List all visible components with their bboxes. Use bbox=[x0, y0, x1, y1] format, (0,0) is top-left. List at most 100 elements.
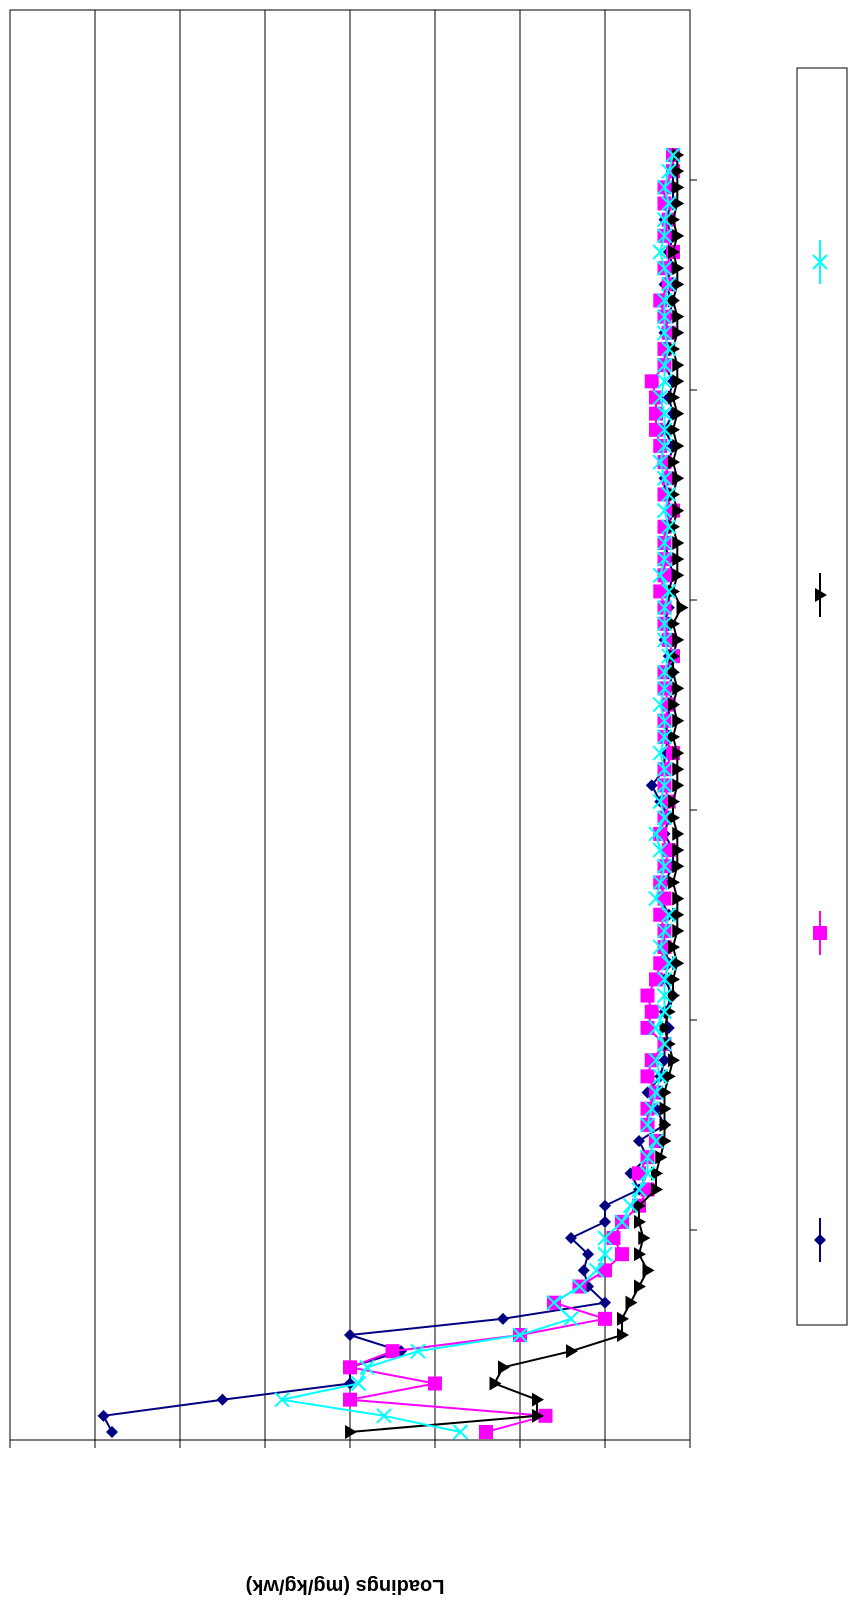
data-point bbox=[672, 923, 685, 938]
data-point bbox=[652, 696, 668, 713]
data-point bbox=[661, 648, 677, 664]
data-point bbox=[661, 195, 677, 212]
data-point bbox=[661, 519, 677, 535]
data-point bbox=[656, 713, 673, 729]
data-point bbox=[661, 276, 677, 293]
data-point bbox=[652, 793, 668, 810]
data-point bbox=[672, 778, 685, 793]
data-point bbox=[644, 1004, 659, 1019]
data-point bbox=[565, 1232, 577, 1245]
data-point bbox=[648, 826, 664, 842]
data-point bbox=[659, 1134, 672, 1149]
data-point bbox=[639, 1165, 656, 1182]
data-point bbox=[672, 632, 685, 647]
data-point bbox=[649, 390, 663, 405]
data-point bbox=[648, 1133, 664, 1149]
data-point bbox=[359, 1359, 375, 1376]
data-point bbox=[344, 1329, 356, 1342]
data-point bbox=[597, 1230, 613, 1246]
data-point bbox=[815, 588, 827, 602]
data-point bbox=[672, 196, 685, 211]
data-point bbox=[661, 583, 677, 600]
data-point bbox=[652, 874, 668, 891]
data-point bbox=[656, 325, 673, 341]
data-point bbox=[653, 907, 668, 922]
series-4 bbox=[274, 147, 681, 1440]
data-point bbox=[649, 972, 663, 987]
data-point bbox=[656, 422, 673, 438]
data-point bbox=[343, 1360, 357, 1375]
data-point bbox=[672, 438, 685, 453]
data-point bbox=[345, 1425, 357, 1439]
data-point bbox=[672, 471, 685, 486]
data-point bbox=[676, 600, 689, 615]
data-point bbox=[672, 180, 685, 195]
data-point bbox=[498, 1360, 510, 1375]
data-point bbox=[668, 794, 680, 809]
data-point bbox=[656, 211, 673, 228]
data-point bbox=[656, 292, 673, 309]
data-point bbox=[614, 1214, 630, 1230]
data-point bbox=[672, 713, 685, 728]
data-point bbox=[668, 665, 680, 680]
data-point bbox=[639, 1149, 656, 1165]
data-point bbox=[668, 810, 680, 825]
data-point bbox=[656, 810, 673, 826]
legend bbox=[812, 240, 828, 1262]
data-point bbox=[659, 1101, 672, 1116]
data-point bbox=[274, 1391, 290, 1408]
data-point bbox=[532, 1392, 544, 1407]
data-point bbox=[672, 956, 685, 971]
data-point bbox=[652, 567, 668, 583]
data-point bbox=[648, 1052, 664, 1068]
data-point bbox=[582, 1248, 594, 1261]
data-point bbox=[656, 777, 673, 794]
data-point bbox=[656, 470, 673, 486]
data-point bbox=[642, 1263, 655, 1278]
data-point bbox=[813, 926, 827, 940]
data-point bbox=[672, 535, 685, 550]
data-point bbox=[656, 599, 673, 616]
data-point bbox=[634, 1279, 646, 1294]
data-point bbox=[652, 745, 668, 761]
legend-entry-4 bbox=[812, 240, 828, 284]
data-point bbox=[648, 1084, 664, 1101]
data-point bbox=[633, 1135, 645, 1148]
data-point bbox=[672, 309, 685, 324]
data-point bbox=[661, 955, 677, 971]
data-point bbox=[652, 842, 668, 858]
data-point bbox=[663, 1069, 676, 1084]
data-point bbox=[577, 1264, 590, 1277]
data-point bbox=[672, 261, 685, 276]
data-point bbox=[672, 843, 685, 858]
data-point bbox=[668, 455, 680, 470]
data-point bbox=[672, 826, 685, 841]
data-point bbox=[634, 1247, 646, 1262]
data-point bbox=[343, 1392, 357, 1407]
data-point bbox=[489, 1376, 502, 1391]
data-point bbox=[672, 891, 685, 906]
data-point bbox=[566, 1344, 578, 1359]
data-point bbox=[656, 858, 673, 874]
data-point bbox=[622, 1197, 639, 1214]
data-point bbox=[216, 1393, 229, 1406]
data-point bbox=[634, 1198, 646, 1213]
data-point bbox=[640, 1020, 655, 1035]
data-point bbox=[615, 1247, 629, 1262]
data-point bbox=[385, 1344, 400, 1359]
data-point bbox=[656, 357, 673, 373]
legend-entry-1 bbox=[814, 1218, 826, 1262]
data-point bbox=[656, 923, 673, 939]
data-point bbox=[656, 1004, 673, 1020]
data-point bbox=[659, 1117, 672, 1132]
data-point bbox=[657, 891, 672, 906]
data-point bbox=[512, 1327, 528, 1343]
legend-box bbox=[796, 67, 848, 1326]
data-point bbox=[563, 1311, 579, 1327]
data-point bbox=[639, 1117, 656, 1133]
data-point bbox=[597, 1246, 613, 1262]
axis bbox=[9, 179, 697, 1448]
data-point bbox=[672, 277, 685, 292]
data-point bbox=[653, 584, 668, 599]
